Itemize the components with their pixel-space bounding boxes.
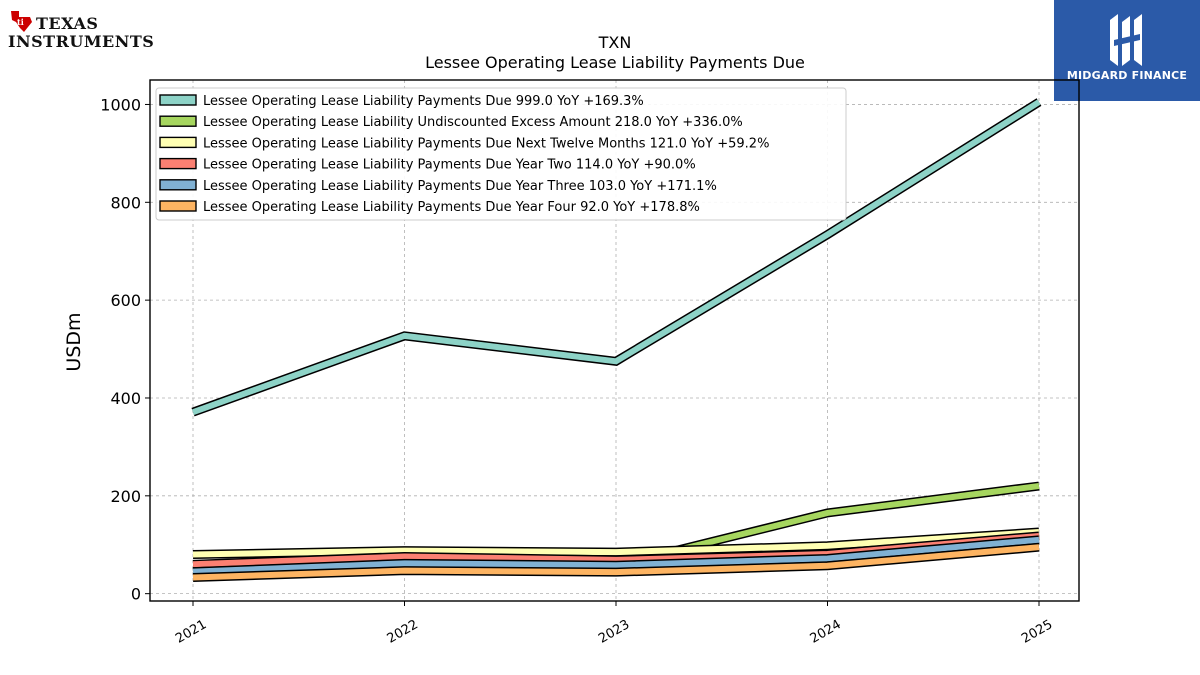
legend-entry-label: Lessee Operating Lease Liability Undisco…	[203, 115, 743, 130]
legend-box	[155, 87, 847, 221]
legend-swatch	[159, 94, 197, 106]
series-line-5	[192, 536, 1040, 575]
chart-subtitle: Lessee Operating Lease Liability Payment…	[425, 53, 805, 72]
x-tick-label: 2023	[596, 617, 632, 647]
legend-entry-label: Lessee Operating Lease Liability Payment…	[203, 136, 769, 151]
chart-title: TXN	[598, 33, 632, 52]
legend-entry-label: Lessee Operating Lease Liability Payment…	[203, 94, 644, 109]
logo-text-line1: Texas	[36, 14, 99, 33]
midgard-emblem-icon	[1110, 14, 1142, 66]
legend-swatch	[159, 179, 197, 191]
series-line-3	[192, 529, 1040, 558]
legend-swatch	[159, 157, 197, 170]
y-tick-label: 0	[131, 585, 141, 604]
midgard-logo-text: MIDGARD FINANCE	[1066, 69, 1188, 82]
legend-entry-label: Lessee Operating Lease Liability Payment…	[203, 200, 700, 215]
legend: Lessee Operating Lease Liability Payment…	[155, 87, 847, 221]
y-tick-label: 200	[110, 487, 141, 506]
x-tick-label: 2024	[808, 617, 844, 647]
plot-frame	[149, 79, 1080, 602]
legend-swatch	[159, 136, 197, 149]
texas-state-icon: ti	[11, 11, 32, 32]
x-tick-label: 2021	[173, 617, 209, 647]
x-axis-ticks: 2021 2022 2023 2024 2025	[173, 601, 1055, 647]
y-axis-ticks: 0 200 400 600 800 1000	[100, 95, 150, 604]
y-axis-label: USDm	[63, 312, 85, 371]
y-tick-label: 400	[110, 389, 141, 408]
legend-entry-label: Lessee Operating Lease Liability Payment…	[203, 179, 717, 194]
y-tick-label: 800	[110, 193, 141, 212]
legend-entry-label: Lessee Operating Lease Liability Payment…	[203, 158, 696, 173]
legend-swatch	[159, 115, 197, 127]
y-tick-label: 600	[110, 291, 141, 310]
series-line-6	[192, 544, 1040, 581]
logo-text-line2: Instruments	[8, 32, 155, 51]
legend-swatch	[159, 200, 197, 212]
series-line-1	[191, 99, 1041, 415]
svg-text:ti: ti	[17, 17, 24, 27]
x-tick-label: 2025	[1019, 617, 1055, 647]
texas-instruments-logo: ti Texas Instruments	[8, 8, 154, 52]
x-tick-label: 2022	[385, 617, 421, 647]
y-tick-label: 1000	[100, 95, 141, 114]
series-lines	[191, 98, 1042, 583]
